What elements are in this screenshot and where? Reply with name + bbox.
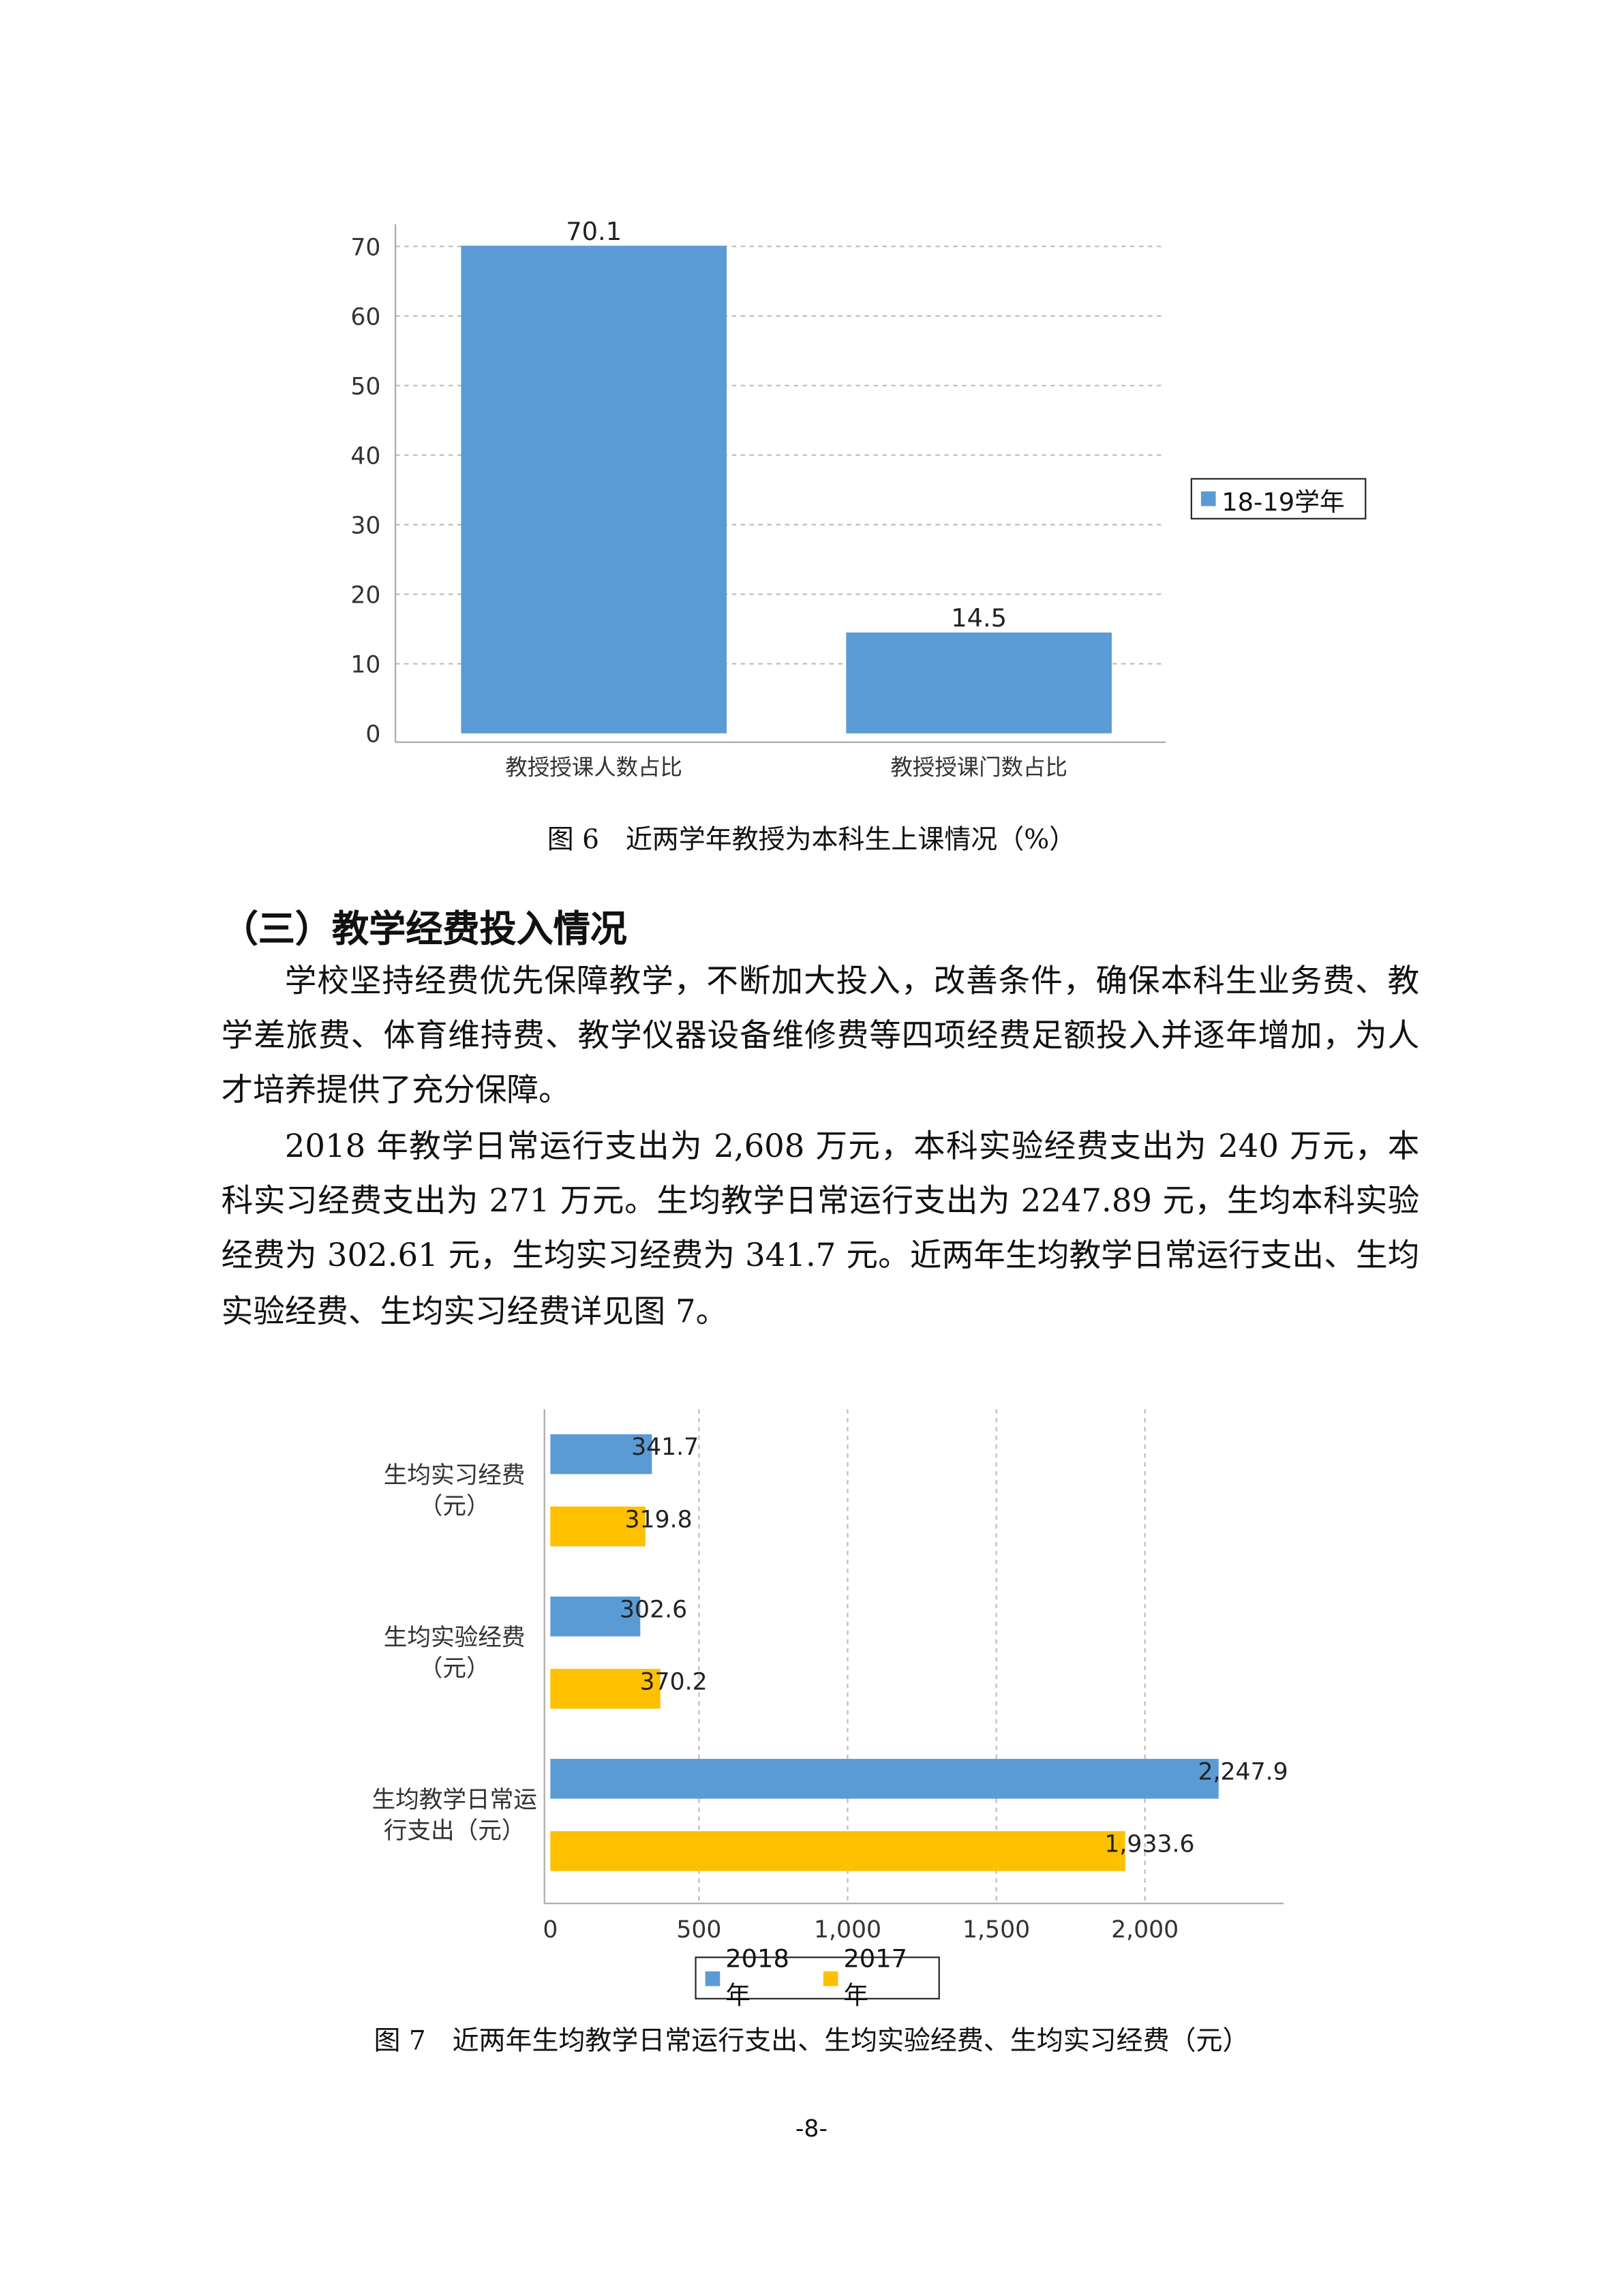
y-category-label: 生均实验经费 [384,1624,526,1651]
x-category-label: 教授授课人数占比 [505,754,682,780]
y-category-label: （元） [419,1493,490,1520]
figure-7-caption: 图 7 近两年生均教学日常运行支出、生均实验经费、生均实习经费（元） [374,2025,1249,2057]
data-label: 14.5 [951,603,1007,633]
x-tick-label: 500 [676,1916,721,1944]
data-label: 70.1 [566,217,622,246]
legend-label: 18-19学年 [1222,487,1345,517]
data-label: 341.7 [631,1434,699,1461]
x-tick-label: 0 [543,1916,558,1944]
y-category-label: 行支出（元） [384,1817,526,1845]
y-category-label: 生均实习经费 [384,1462,526,1489]
bar [550,1506,646,1547]
bar [550,1669,661,1709]
legend-label-2018: 2018年 [725,1944,789,2012]
y-tick-label: 0 [365,721,380,749]
bar [846,632,1112,734]
paragraph-2: 2018 年教学日常运行支出为 2,608 万元，本科实验经费支出为 240 万… [221,1128,1420,1331]
data-label: 319.8 [625,1506,693,1533]
y-tick-label: 40 [350,443,380,470]
legend-label-2017: 2017年 [843,1944,908,2012]
data-label: 370.2 [640,1668,708,1695]
chart-professor-teaching: 0 10 20 30 40 50 60 70 70.1 教授授课人数占比 14.5 教授授课门数占比 [350,217,1166,780]
y-tick-label: 30 [350,513,380,540]
chart1-legend: 18-19学年 [1190,478,1367,519]
y-tick-label: 50 [350,374,380,401]
y-tick-label: 60 [350,303,380,331]
legend-swatch [1200,491,1216,507]
figure-6-caption: 图 6 近两学年教授为本科生上课情况（%） [547,824,1076,856]
bar [461,245,727,734]
paragraph-1: 学校坚持经费优先保障教学，不断加大投入，改善条件，确保本科生业务费、教学差旅费、… [221,963,1420,1111]
y-category-label: 生均教学日常运 [371,1787,536,1814]
x-tick-label: 1,000 [814,1916,881,1944]
data-label: 302.6 [620,1596,687,1623]
chart2-legend: 2018年 2017年 [695,1945,940,2011]
y-tick-label: 70 [350,234,380,261]
x-tick-label: 2,000 [1111,1916,1179,1944]
y-tick-label: 20 [350,582,380,609]
chart-per-student-expenses: 0 500 1,000 1,500 2,000 341.7 319.8 生均实习经费 （元） 30… [371,1409,1288,1944]
bar [550,1831,1125,1871]
bar [550,1434,652,1475]
section-heading: （三）教学经费投入情况 [221,907,627,950]
page-number: -8- [795,2114,828,2143]
data-label: 2,247.9 [1198,1758,1288,1785]
y-tick-label: 10 [350,652,380,679]
bar [550,1596,641,1637]
data-label: 1,933.6 [1104,1830,1194,1858]
legend-swatch-2018 [705,1970,720,1986]
x-category-label: 教授授课门数占比 [890,754,1067,780]
legend-swatch-2017 [823,1970,838,1986]
bar [550,1759,1219,1799]
y-category-label: （元） [419,1655,490,1682]
x-tick-label: 1,500 [962,1916,1030,1944]
